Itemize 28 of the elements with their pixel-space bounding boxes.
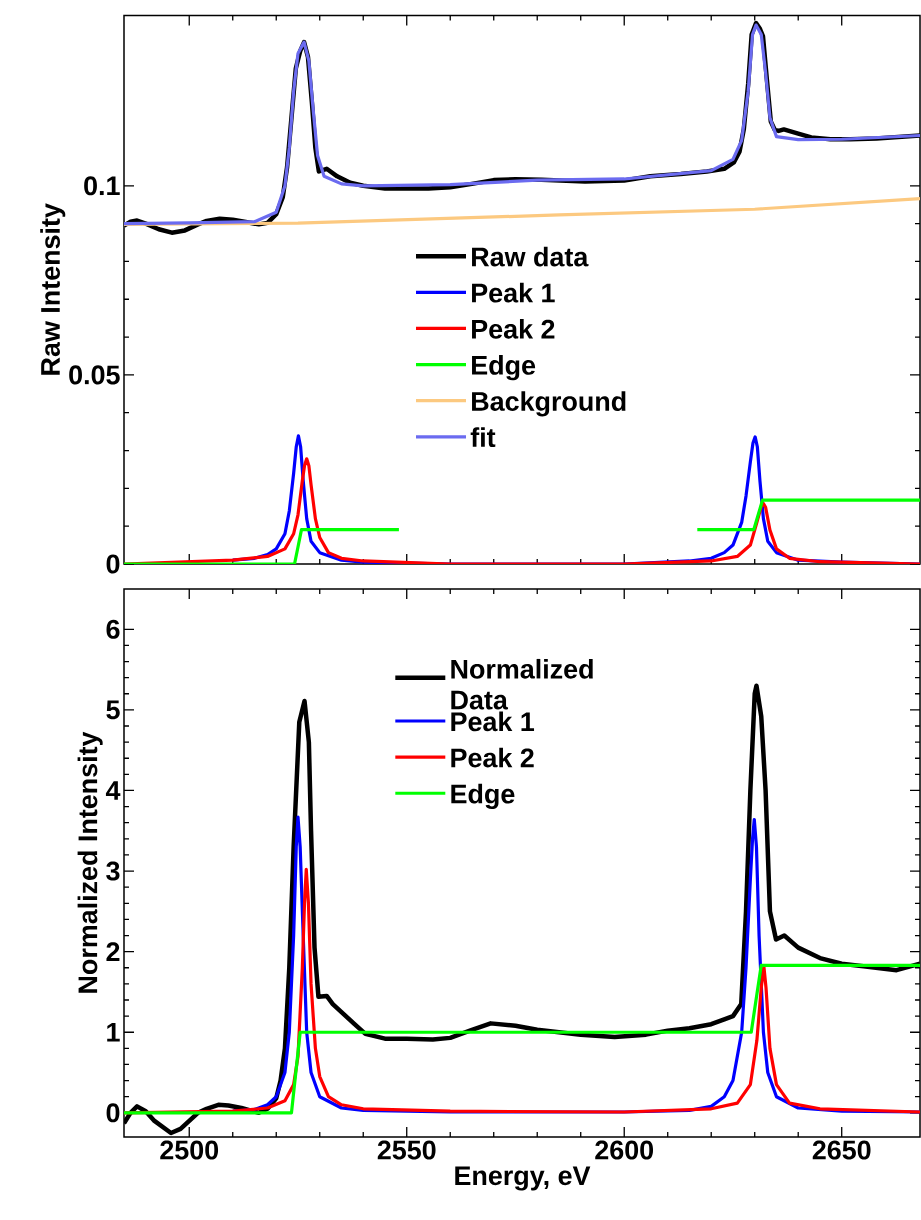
x-tick-label: 2500 (160, 1140, 219, 1160)
y-tick-label: 0.1 (84, 176, 120, 196)
y-tick-label: 4 (105, 781, 121, 800)
y-tick-label: 1 (107, 1022, 120, 1042)
y-tick-label: 6 (106, 619, 120, 639)
y-tick-label: 0 (106, 1103, 120, 1123)
legend-label: Peak 1 (451, 711, 535, 732)
x-tick-label: 2650 (812, 1140, 871, 1160)
legend-label: Background (472, 391, 626, 417)
x-tick-label: 2550 (377, 1140, 436, 1160)
y-tick-label: 0 (106, 554, 120, 574)
y-tick-label: 2 (106, 942, 120, 962)
x-axis-title: Energy, eV (455, 1166, 591, 1191)
legend-label: fit (470, 427, 496, 448)
y-tick-label: 3 (106, 861, 120, 881)
line-series (124, 963, 921, 1115)
legend-label: Peak 2 (451, 747, 534, 768)
y-tick-label: 0.05 (69, 365, 120, 385)
legend-label: Raw data (472, 246, 589, 267)
y-axis-title: Raw Intensity (40, 203, 66, 375)
y-axis-title: Normalized Intensity (77, 731, 103, 993)
legend-label: Edge (451, 783, 515, 809)
legend-label: Peak 2 (472, 318, 555, 339)
legend-label: Peak 1 (472, 282, 555, 303)
y-tick-label: 5 (106, 700, 120, 720)
x-tick-label: 2600 (595, 1140, 654, 1160)
legend-label: Normalized Data (451, 658, 593, 710)
legend-label: Edge (472, 355, 536, 381)
